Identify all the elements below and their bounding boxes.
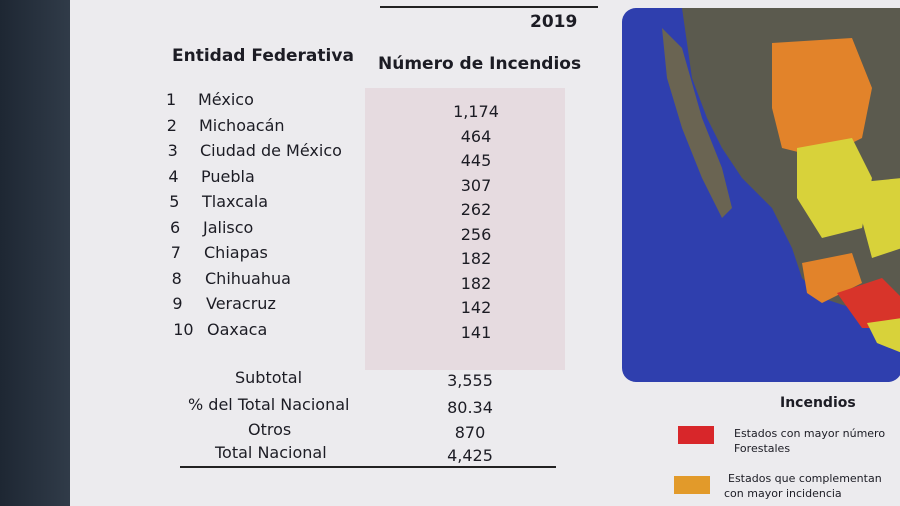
fire-count: 262 xyxy=(460,200,492,219)
state-name: Jalisco xyxy=(203,217,254,237)
legend-text: Estados que complementan xyxy=(728,472,882,485)
fire-count: 1,174 xyxy=(453,102,499,121)
legend-swatch xyxy=(678,426,714,444)
state-name: Michoacán xyxy=(199,115,285,135)
header: Número de Incendios xyxy=(378,54,582,74)
rank: 5 xyxy=(169,192,180,211)
summary-value: 870 xyxy=(454,423,486,442)
fire-count: 256 xyxy=(460,224,492,244)
bottom-rule xyxy=(180,466,556,468)
shaded-column xyxy=(365,88,565,370)
summary-label: Total Nacional xyxy=(215,443,327,462)
fire-count: 464 xyxy=(460,126,492,146)
rank: 1 xyxy=(166,90,177,109)
summary-label: Otros xyxy=(248,420,292,439)
year: 2019 xyxy=(530,12,578,32)
legend-text: Estados con mayor número xyxy=(734,427,886,440)
rank: 8 xyxy=(171,268,182,288)
state-name: Puebla xyxy=(201,166,255,186)
legend-title: Incendios xyxy=(780,395,856,411)
fire-count: 445 xyxy=(460,151,492,170)
summary-value: 3,555 xyxy=(447,371,493,390)
summary-label: Subtotal xyxy=(235,368,303,387)
legend-swatch xyxy=(674,476,710,494)
top-rule xyxy=(380,6,598,8)
fire-count: 141 xyxy=(460,322,492,342)
state-name: Chihuahua xyxy=(205,268,291,288)
rank: 6 xyxy=(170,217,181,237)
rank: 7 xyxy=(170,243,181,262)
screen: 2019 Entidad Federativa Número de Incend… xyxy=(70,0,900,506)
rank: 10 xyxy=(173,319,194,339)
map xyxy=(622,8,900,382)
fire-count: 307 xyxy=(460,175,492,195)
fire-count: 142 xyxy=(460,298,492,317)
rank: 4 xyxy=(168,166,179,186)
legend-text: con mayor incidencia xyxy=(724,487,842,500)
state-name: Oaxaca xyxy=(207,319,268,339)
rank: 9 xyxy=(172,294,183,313)
summary-value: 80.34 xyxy=(447,398,493,417)
state-name: Ciudad de México xyxy=(200,141,342,160)
fire-count: 182 xyxy=(460,249,492,268)
state-name: Chiapas xyxy=(204,243,268,262)
state-name: Tlaxcala xyxy=(202,192,269,211)
state-name: Veracruz xyxy=(206,294,276,313)
summary-label: % del Total Nacional xyxy=(188,395,350,414)
rank: 2 xyxy=(166,115,177,135)
rank: 3 xyxy=(167,141,178,160)
fire-count: 182 xyxy=(460,273,492,293)
summary-value: 4,425 xyxy=(447,446,493,465)
state-name: México xyxy=(198,90,254,109)
legend-text: Forestales xyxy=(734,442,791,455)
header: Entidad Federativa xyxy=(172,46,354,66)
